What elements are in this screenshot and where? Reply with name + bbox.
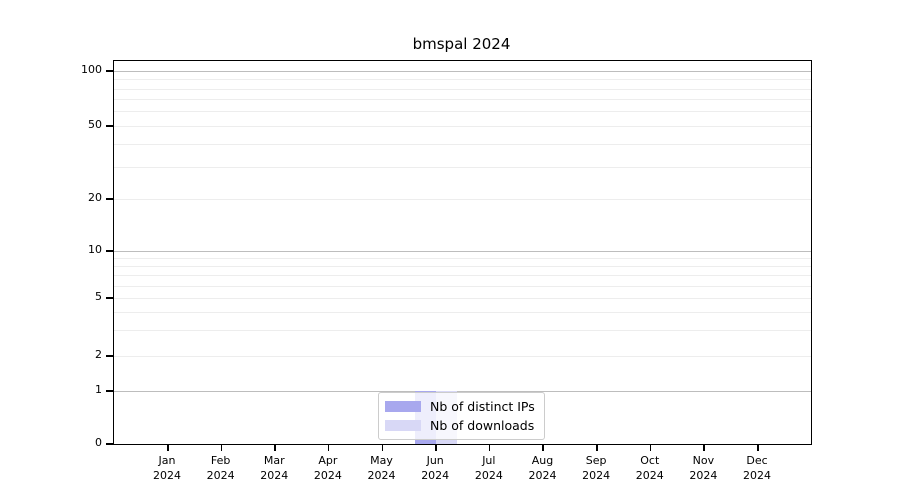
y-tick [106, 198, 113, 200]
y-tick [106, 70, 113, 72]
gridline-minor [114, 258, 811, 259]
gridline-minor [114, 275, 811, 276]
y-tick [106, 443, 113, 445]
x-tick [542, 444, 544, 451]
y-tick [106, 355, 113, 357]
gridline-minor [114, 286, 811, 287]
x-tick [596, 444, 598, 451]
y-tick [106, 250, 113, 252]
x-tick-label-dec: Dec 2024 [743, 454, 772, 482]
gridline-minor [114, 144, 811, 145]
gridline-minor [114, 167, 811, 168]
legend-swatch-distinct-ips [385, 401, 421, 412]
x-tick-label-sep: Sep 2024 [582, 454, 611, 482]
x-tick-label-jul: Jul 2024 [474, 454, 503, 482]
legend-label-distinct-ips: Nb of distinct IPs [430, 399, 535, 414]
gridline-minor [114, 312, 811, 313]
y-tick-label: 0 [95, 436, 102, 449]
gridline-minor [114, 266, 811, 267]
gridline-major [114, 251, 811, 252]
x-tick-label-nov: Nov 2024 [689, 454, 718, 482]
x-tick [649, 444, 652, 451]
gridline-minor [114, 111, 811, 112]
legend-swatch-downloads [385, 420, 421, 431]
plot-area [113, 60, 812, 445]
y-tick-label: 10 [88, 243, 102, 256]
legend-label-downloads: Nb of downloads [430, 418, 535, 433]
x-tick-label-may: May 2024 [367, 454, 396, 482]
x-tick [220, 444, 223, 451]
chart-title: bmspal 2024 [412, 35, 511, 53]
x-tick-label-feb: Feb 2024 [206, 454, 235, 482]
gridline-minor [114, 356, 811, 357]
gridline-minor [114, 330, 811, 331]
gridline-major [114, 391, 811, 392]
x-tick-label-jan: Jan 2024 [153, 454, 181, 482]
y-tick-label: 100 [81, 63, 102, 76]
y-tick-label: 50 [88, 118, 102, 131]
gridline-minor [114, 79, 811, 80]
x-tick-label-aug: Aug 2024 [528, 454, 557, 482]
gridline-minor [114, 89, 811, 90]
y-tick [106, 297, 113, 299]
x-tick [757, 444, 759, 451]
x-tick [703, 444, 705, 451]
y-tick-label: 1 [95, 383, 102, 396]
y-tick-label: 5 [95, 290, 102, 303]
x-tick [167, 444, 169, 451]
x-tick [435, 444, 437, 451]
gridline-major [114, 71, 811, 72]
x-tick [327, 444, 330, 451]
y-tick-label: 20 [88, 191, 102, 204]
legend-row: Nb of distinct IPs [385, 399, 535, 414]
gridline-minor [114, 126, 811, 127]
y-tick-label: 2 [95, 348, 102, 361]
x-tick [274, 444, 276, 451]
y-tick [106, 125, 113, 127]
x-tick [381, 444, 384, 451]
gridline-minor [114, 199, 811, 200]
x-tick-label-apr: Apr 2024 [313, 454, 342, 482]
x-tick-label-mar: Mar 2024 [260, 454, 289, 482]
x-tick-label-jun: Jun 2024 [421, 454, 450, 482]
y-tick [106, 390, 113, 392]
x-tick-label-oct: Oct 2024 [635, 454, 664, 482]
gridline-minor [114, 99, 811, 100]
x-tick [488, 444, 491, 451]
gridline-minor [114, 298, 811, 299]
legend-row: Nb of downloads [385, 418, 535, 433]
legend: Nb of distinct IPs Nb of downloads [378, 392, 545, 440]
